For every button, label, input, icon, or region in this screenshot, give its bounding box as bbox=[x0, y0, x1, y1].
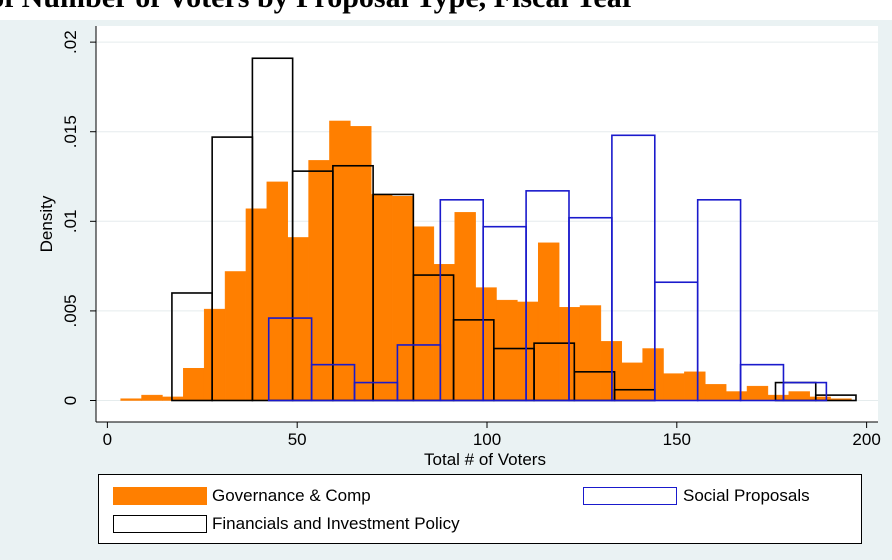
bar-series1-bin16 bbox=[814, 394, 857, 402]
x-axis-title: Total # of Voters bbox=[424, 450, 546, 469]
bar-series0-bin28 bbox=[705, 384, 727, 401]
bar-series0-bin27 bbox=[684, 371, 706, 401]
bar-series0-bin30 bbox=[746, 385, 769, 401]
bar-series0-bin32 bbox=[788, 391, 810, 401]
bar-series0-bin22 bbox=[579, 305, 602, 401]
x-tick-label-4: 200 bbox=[852, 430, 880, 449]
x-tick-label-0: 0 bbox=[103, 430, 112, 449]
bar-series2-bin0 bbox=[267, 317, 313, 402]
bar-series0-bin0 bbox=[120, 398, 142, 401]
bar-series0-bin1 bbox=[141, 394, 163, 401]
y-tick-label-4: .02 bbox=[61, 30, 80, 54]
bar-series0-bin4 bbox=[203, 308, 226, 401]
bar-series2-bin12 bbox=[782, 381, 828, 402]
bar-series0-bin29 bbox=[725, 391, 748, 401]
title-strip: Distribution of Number of Voters by Prop… bbox=[0, 0, 892, 20]
bar-series0-bin12 bbox=[370, 194, 393, 401]
bar-series0-bin26 bbox=[663, 373, 685, 401]
x-tick-label-2: 100 bbox=[473, 430, 501, 449]
bar-series0-bin6 bbox=[245, 208, 268, 401]
bar-series0-bin19 bbox=[517, 301, 539, 401]
bar-series0-bin18 bbox=[496, 299, 518, 401]
legend-label-financials: Financials and Investment Policy bbox=[212, 514, 460, 533]
bar-series0-bin24 bbox=[621, 362, 643, 401]
x-tick-label-1: 50 bbox=[288, 430, 307, 449]
bar-series0-bin11 bbox=[350, 126, 372, 401]
legend-label-governance: Governance & Comp bbox=[212, 486, 371, 505]
bar-series0-bin25 bbox=[642, 348, 664, 401]
chart-title: Distribution of Number of Voters by Prop… bbox=[0, 0, 635, 15]
legend-swatch-governance bbox=[113, 487, 207, 505]
y-tick-label-2: .01 bbox=[61, 209, 80, 233]
bar-series0-bin31 bbox=[767, 394, 790, 401]
bar-series0-bin3 bbox=[183, 367, 205, 401]
legend: Governance & Comp Social Proposals Finan… bbox=[98, 474, 862, 544]
y-axis-title: Density bbox=[37, 195, 56, 252]
bar-series0-bin7 bbox=[266, 181, 288, 401]
legend-swatch-social bbox=[583, 487, 677, 505]
x-tick-label-3: 150 bbox=[663, 430, 691, 449]
histogram-bars bbox=[120, 57, 857, 402]
bar-series0-bin8 bbox=[287, 237, 309, 401]
bar-series0-bin15 bbox=[433, 264, 455, 401]
bar-series0-bin16 bbox=[454, 212, 476, 401]
bar-series0-bin20 bbox=[537, 242, 560, 401]
y-tick-label-0: 0 bbox=[61, 396, 80, 405]
y-tick-label-3: .015 bbox=[61, 115, 80, 148]
legend-swatch-financials bbox=[113, 515, 207, 533]
bar-series0-bin5 bbox=[224, 271, 247, 401]
legend-label-social: Social Proposals bbox=[683, 486, 810, 505]
chart-plot-svg: 0 50 100 150 200 0 .005 .01 .015 .02 Total # of V… bbox=[37, 26, 881, 469]
bar-series0-bin14 bbox=[412, 226, 435, 401]
bar-series2-bin8 bbox=[611, 134, 656, 402]
y-tick-label-1: .005 bbox=[61, 294, 80, 327]
bar-series0-bin13 bbox=[391, 195, 414, 401]
axis-ticks: 0 50 100 150 200 0 .005 .01 .015 .02 bbox=[61, 30, 881, 449]
bar-series2-bin10 bbox=[696, 199, 742, 402]
